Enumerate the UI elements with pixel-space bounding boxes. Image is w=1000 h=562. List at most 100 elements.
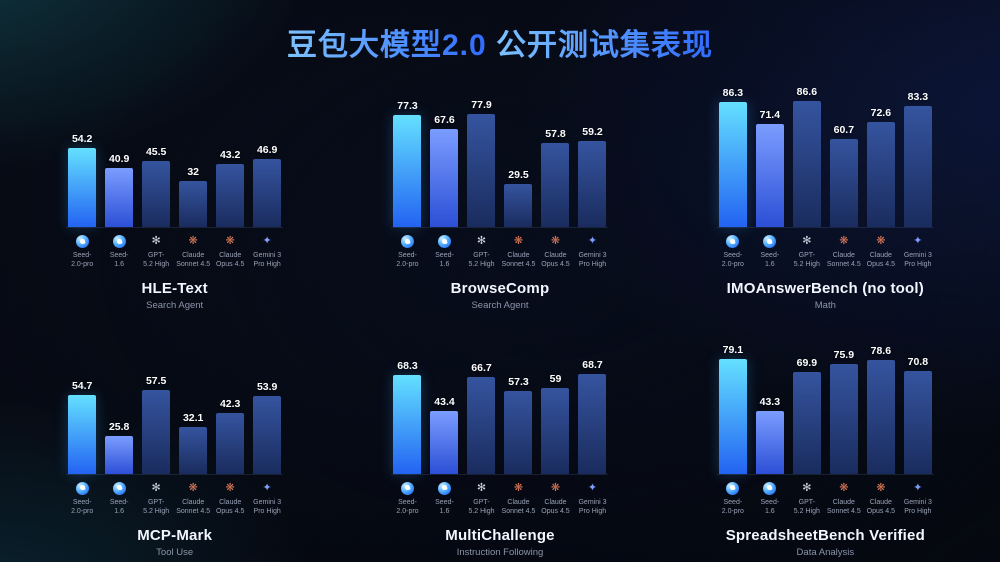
model-label: Seed- 2.0-pro (396, 498, 418, 517)
bar-gemini-3-pro-high (253, 159, 282, 227)
bar-value-label: 66.7 (471, 362, 492, 375)
model-label-line2: Pro High (253, 508, 281, 516)
model-label: Seed- 2.0-pro (396, 251, 418, 270)
model-icon-row: Seed- 2.0-pro Seed- 1.6 ✻ GPT- 5.2 High ❋ Claude… (68, 235, 281, 270)
model-label-line2: Opus 4.5 (215, 508, 245, 516)
bar-claude-opus-4-5 (866, 121, 895, 227)
bar-seed-1-6 (105, 167, 134, 227)
gemini-icon: ✦ (913, 235, 923, 247)
model-label-line2: 2.0-pro (396, 261, 419, 269)
model-icon-row: Seed- 2.0-pro Seed- 1.6 ✻ GPT- 5.2 High ❋ Claude… (393, 481, 607, 517)
bar-column: 86.3 (718, 87, 747, 227)
model-icon-row: Seed- 2.0-pro Seed- 1.6 ✻ GPT- 5.2 High ❋ Claude… (719, 481, 932, 517)
model-column: ✻ GPT- 5.2 High (467, 235, 495, 270)
bar-column: 29.5 (504, 169, 533, 227)
chart-multichallenge: 68.3 43.4 66.7 57.3 59 68.7 Seed- 2.0-pro Seed-… (349, 327, 650, 558)
bar-value-label: 57.5 (145, 375, 167, 388)
model-label-line1: Seed- (109, 498, 129, 506)
bar-column: 57.5 (142, 375, 171, 474)
model-column: ❋ Claude Sonnet 4.5 (502, 482, 536, 517)
chart-subtitle: Instruction Following (456, 546, 544, 558)
bar-value-label: 25.8 (108, 421, 130, 434)
bar-value-label: 72.6 (870, 106, 892, 119)
bars-area: 54.7 25.8 57.5 32.1 42.3 53.9 (66, 327, 284, 475)
model-label-line1: GPT- (147, 252, 165, 259)
model-label-line1: Claude (869, 498, 892, 506)
claude-icon: ❋ (550, 481, 561, 494)
model-label-line1: Gemini 3 (578, 498, 607, 506)
bar-value-label: 42.3 (219, 397, 241, 410)
model-label-line1: Gemini 3 (903, 252, 932, 259)
page-title-main: 豆包大模型2.0 (286, 29, 487, 62)
model-label-line1: Seed- (435, 252, 454, 259)
bar-seed-1-6 (430, 410, 459, 474)
chart-browsecomp: 77.3 67.6 77.9 29.5 57.8 59.2 Seed- 2.0-pro See… (349, 80, 650, 311)
model-icon-row: Seed- 2.0-pro Seed- 1.6 ✻ GPT- 5.2 High ❋ Claude… (393, 235, 607, 270)
bar-seed-2-0-pro (393, 374, 422, 474)
doubao-seed-icon (112, 235, 126, 248)
bars-area: 79.1 43.3 69.9 75.9 78.6 70.8 (716, 327, 934, 475)
model-label-line2: Sonnet 4.5 (501, 508, 536, 516)
model-label-line1: Claude (544, 498, 567, 506)
model-label-line1: Claude (832, 498, 855, 506)
model-label-line2: 5.2 High (793, 508, 820, 516)
bar-column: 86.6 (792, 86, 821, 227)
model-label: Claude Sonnet 4.5 (176, 498, 210, 517)
model-label-line2: Sonnet 4.5 (176, 261, 211, 269)
model-column: Seed- 2.0-pro (719, 481, 747, 517)
bar-value-label: 60.7 (833, 124, 855, 136)
bar-gpt-5-2-high (142, 390, 171, 474)
model-label: Claude Sonnet 4.5 (176, 251, 210, 270)
model-column: Seed- 1.6 (756, 481, 784, 517)
model-column: Seed- 2.0-pro (68, 481, 96, 517)
model-label-line1: Seed- (435, 498, 454, 506)
model-label-line2: Sonnet 4.5 (501, 261, 536, 269)
doubao-seed-icon (400, 481, 414, 495)
chart-title: MCP-Mark (137, 526, 213, 544)
doubao-seed-icon (75, 235, 89, 248)
model-label-line1: Claude (869, 252, 892, 259)
bar-gpt-5-2-high (142, 161, 171, 227)
model-label-line1: GPT- (473, 498, 490, 506)
model-label-line2: 2.0-pro (71, 261, 94, 269)
model-label: GPT- 5.2 High (143, 251, 169, 270)
model-label-line2: Opus 4.5 (866, 261, 896, 269)
bar-claude-opus-4-5 (216, 412, 245, 474)
bar-gemini-3-pro-high (903, 106, 932, 227)
gpt-icon: ✻ (802, 235, 812, 247)
model-label: Seed- 2.0-pro (722, 498, 744, 517)
model-label-line2: Pro High (904, 261, 932, 269)
bar-column: 43.4 (430, 396, 459, 474)
bar-claude-sonnet-4-5 (504, 184, 533, 227)
claude-icon: ❋ (188, 235, 198, 247)
model-label: Claude Opus 4.5 (541, 251, 569, 270)
chart-title: SpreadsheetBench Verified (725, 526, 925, 544)
bar-gemini-3-pro-high (578, 374, 607, 474)
model-label: Seed- 1.6 (435, 251, 454, 270)
gemini-icon: ✦ (262, 235, 272, 247)
model-column: Seed- 2.0-pro (393, 481, 421, 517)
bar-gemini-3-pro-high (253, 395, 282, 474)
model-column: ✻ GPT- 5.2 High (793, 482, 821, 517)
chart-title: IMOAnswerBench (no tool) (726, 279, 924, 297)
bar-claude-sonnet-4-5 (179, 180, 208, 227)
bar-column: 83.3 (903, 91, 932, 227)
bar-column: 43.3 (755, 396, 784, 474)
model-label: Claude Sonnet 4.5 (827, 251, 861, 270)
model-label-line1: GPT- (473, 252, 490, 259)
model-label: Claude Opus 4.5 (216, 251, 244, 270)
gpt-icon: ✻ (802, 481, 812, 494)
bar-value-label: 79.1 (722, 344, 744, 357)
model-column: Seed- 1.6 (430, 235, 458, 270)
model-icon-row: Seed- 2.0-pro Seed- 1.6 ✻ GPT- 5.2 High ❋ Claude… (719, 235, 932, 270)
model-label-line2: 5.2 High (468, 261, 495, 269)
model-label: GPT- 5.2 High (468, 498, 494, 517)
bar-column: 40.9 (105, 153, 134, 227)
bar-value-label: 68.7 (582, 359, 603, 372)
bar-value-label: 75.9 (833, 348, 855, 361)
model-label: Seed- 1.6 (435, 498, 454, 517)
bar-value-label: 70.8 (907, 356, 929, 369)
gemini-icon: ✦ (913, 481, 923, 494)
chart-subtitle: Search Agent (471, 299, 529, 311)
model-label-line2: 2.0-pro (721, 261, 744, 269)
